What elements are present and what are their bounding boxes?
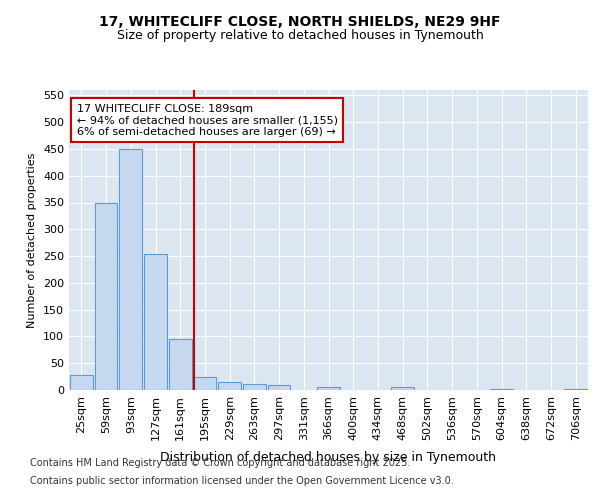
Bar <box>268 385 290 390</box>
Bar <box>119 149 142 390</box>
Bar <box>70 375 93 390</box>
Bar <box>317 388 340 390</box>
Bar <box>243 384 266 390</box>
Bar <box>564 389 587 390</box>
Text: Contains public sector information licensed under the Open Government Licence v3: Contains public sector information licen… <box>30 476 454 486</box>
Bar <box>391 388 414 390</box>
Bar <box>95 202 118 390</box>
Text: Contains HM Land Registry data © Crown copyright and database right 2025.: Contains HM Land Registry data © Crown c… <box>30 458 410 468</box>
Text: 17 WHITECLIFF CLOSE: 189sqm
← 94% of detached houses are smaller (1,155)
6% of s: 17 WHITECLIFF CLOSE: 189sqm ← 94% of det… <box>77 104 338 136</box>
Bar <box>490 389 513 390</box>
Text: Size of property relative to detached houses in Tynemouth: Size of property relative to detached ho… <box>116 30 484 43</box>
Bar <box>218 382 241 390</box>
Bar <box>144 254 167 390</box>
Bar <box>169 339 191 390</box>
Y-axis label: Number of detached properties: Number of detached properties <box>28 152 37 328</box>
Bar <box>194 376 216 390</box>
Text: 17, WHITECLIFF CLOSE, NORTH SHIELDS, NE29 9HF: 17, WHITECLIFF CLOSE, NORTH SHIELDS, NE2… <box>99 16 501 30</box>
X-axis label: Distribution of detached houses by size in Tynemouth: Distribution of detached houses by size … <box>161 451 497 464</box>
